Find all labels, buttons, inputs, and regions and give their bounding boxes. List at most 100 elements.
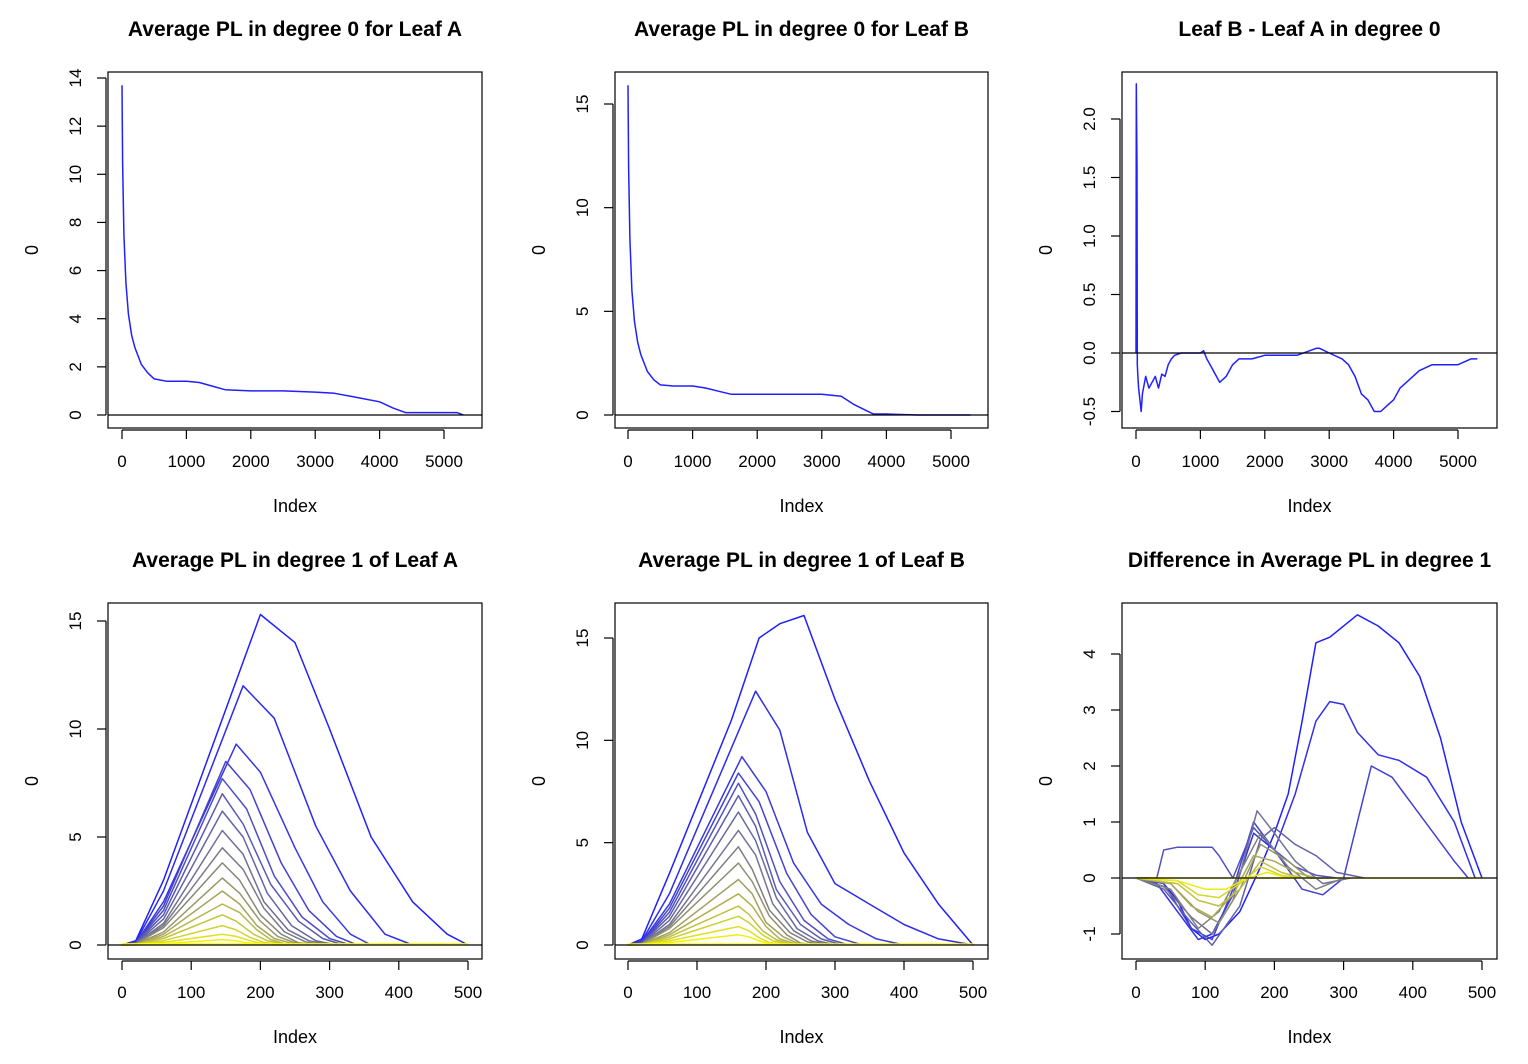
- series-line: [627, 862, 815, 946]
- series-line: [627, 614, 974, 946]
- x-tick-label: 200: [752, 983, 780, 1002]
- x-axis-label: Index: [273, 1027, 317, 1047]
- series-line: [627, 772, 863, 946]
- series-group: [627, 614, 974, 946]
- y-tick-label: 1.0: [1080, 224, 1099, 248]
- series-line: [121, 777, 351, 946]
- y-tick-label: 1: [1080, 817, 1099, 826]
- series-line: [1135, 83, 1478, 413]
- x-tick-label: 0: [623, 983, 632, 1002]
- series-line: [121, 613, 469, 946]
- chart-title: Difference in Average PL in degree 1: [1128, 549, 1492, 572]
- chart-panel-2: Average PL in degree 0 for Leaf B 0 1000 20…: [529, 18, 989, 516]
- x-tick-label: 500: [959, 983, 987, 1002]
- chart-panel-3: Leaf B - Leaf A in degree 0 0 1000 2000 3000…: [1036, 18, 1498, 516]
- x-tick-label: 2000: [232, 452, 270, 471]
- chart-title: Average PL in degree 0 for Leaf B: [634, 18, 969, 41]
- y-tick-label: 15: [573, 629, 592, 648]
- x-tick-label: 100: [1191, 983, 1219, 1002]
- plot-frame: [1121, 602, 1498, 960]
- y-axis-label: 0: [22, 776, 42, 786]
- series-line: [121, 914, 292, 946]
- series-group: [121, 85, 464, 416]
- series-line: [1135, 810, 1351, 935]
- series-line: [627, 755, 905, 946]
- x-tick-label: 200: [1260, 983, 1288, 1002]
- series-line: [121, 760, 358, 946]
- y-tick-label: 14: [66, 69, 85, 88]
- series-line: [1136, 826, 1337, 879]
- y-tick-label: 10: [573, 731, 592, 750]
- x-tick-label: 1000: [674, 452, 712, 471]
- x-tick-label: 0: [117, 452, 126, 471]
- x-tick-label: 100: [177, 983, 205, 1002]
- y-tick-label: 2: [66, 362, 85, 371]
- x-tick-label: 0: [117, 983, 126, 1002]
- series-line: [121, 85, 464, 416]
- x-tick-label: 2000: [738, 452, 776, 471]
- series-line: [121, 890, 303, 946]
- y-tick-label: 15: [573, 95, 592, 114]
- series-line: [627, 782, 850, 946]
- series-line: [1135, 700, 1476, 941]
- x-tick-label: 3000: [296, 452, 334, 471]
- y-tick-label: 1.5: [1080, 166, 1099, 190]
- x-tick-label: 500: [1468, 983, 1496, 1002]
- x-tick-label: 0: [623, 452, 632, 471]
- y-axis-label: 0: [529, 776, 549, 786]
- y-tick-label: 2: [1080, 761, 1099, 770]
- y-tick-label: 3: [1080, 705, 1099, 714]
- y-tick-label: 0.0: [1080, 341, 1099, 365]
- y-tick-label: 0: [66, 410, 85, 419]
- x-tick-label: 400: [385, 983, 413, 1002]
- chart-title: Average PL in degree 1 of Leaf B: [638, 549, 965, 572]
- y-tick-label: 0: [573, 940, 592, 949]
- y-tick-label: 8: [66, 218, 85, 227]
- series-line: [1135, 866, 1303, 899]
- chart-panel-5: Average PL in degree 1 of Leaf B0 100 200 3…: [529, 549, 989, 1047]
- chart-title: Leaf B - Leaf A in degree 0: [1178, 18, 1440, 41]
- y-tick-label: 10: [66, 720, 85, 739]
- y-tick-label: 4: [1080, 649, 1099, 658]
- chart-title: Average PL in degree 1 of Leaf A: [132, 549, 458, 572]
- y-tick-label: 15: [66, 612, 85, 631]
- series-line: [1135, 843, 1330, 924]
- x-tick-label: 3000: [1310, 452, 1348, 471]
- y-tick-label: 12: [66, 117, 85, 136]
- x-tick-label: 4000: [1375, 452, 1413, 471]
- series-line: [121, 793, 344, 946]
- y-tick-label: 5: [573, 307, 592, 316]
- x-tick-label: 300: [1329, 983, 1357, 1002]
- series-group: [121, 613, 469, 946]
- chart-panel-6: Difference in Average PL in degree 1 0 100…: [1036, 549, 1498, 1047]
- plot-frame: [614, 602, 989, 960]
- chart-title: Average PL in degree 0 for Leaf A: [128, 18, 462, 41]
- y-tick-label: 0.5: [1080, 283, 1099, 307]
- plot-frame: [107, 602, 483, 960]
- y-axis-label: 0: [1036, 245, 1056, 255]
- y-tick-label: 2.0: [1080, 107, 1099, 131]
- x-tick-label: 0: [1131, 452, 1140, 471]
- series-line: [121, 810, 337, 946]
- x-tick-label: 400: [890, 983, 918, 1002]
- series-line: [1135, 871, 1289, 890]
- y-tick-label: 5: [573, 838, 592, 847]
- series-line: [1135, 860, 1303, 907]
- x-axis-label: Index: [779, 1027, 823, 1047]
- series-line: [121, 743, 372, 946]
- x-tick-label: 1000: [1181, 452, 1219, 471]
- x-tick-label: 3000: [803, 452, 841, 471]
- y-tick-label: 5: [66, 832, 85, 841]
- x-axis-label: Index: [1287, 496, 1331, 516]
- series-line: [627, 893, 805, 946]
- x-tick-label: 5000: [1439, 452, 1477, 471]
- x-tick-label: 0: [1131, 983, 1140, 1002]
- x-tick-label: 1000: [167, 452, 205, 471]
- y-axis-label: 0: [22, 245, 42, 255]
- y-tick-label: 0: [66, 940, 85, 949]
- series-line: [121, 877, 309, 946]
- series-group: [627, 85, 971, 416]
- x-tick-label: 300: [821, 983, 849, 1002]
- y-tick-label: 4: [66, 314, 85, 323]
